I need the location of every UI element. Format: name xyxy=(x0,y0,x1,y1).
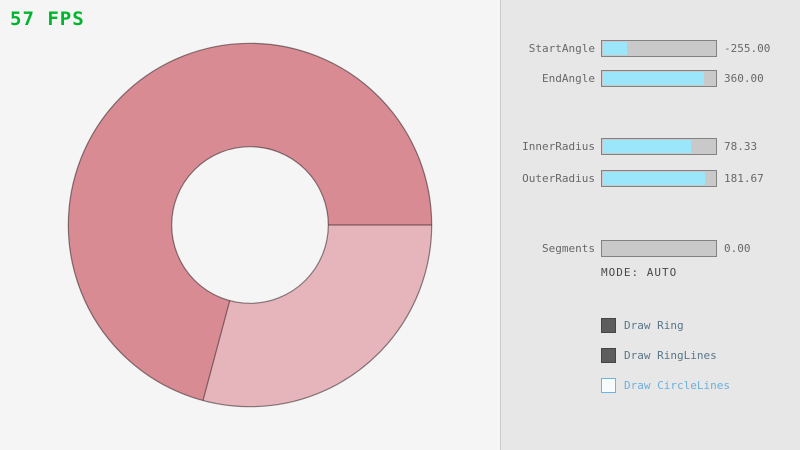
slider-row-outer-radius: OuterRadius 181.67 xyxy=(501,170,800,187)
ring-sector xyxy=(202,225,432,407)
inner-radius-slider[interactable] xyxy=(601,138,717,155)
segments-slider[interactable] xyxy=(601,240,717,257)
slider-fill xyxy=(603,172,705,185)
end-angle-value: 360.00 xyxy=(724,72,764,85)
slider-fill xyxy=(603,140,691,153)
ring-cap-line xyxy=(202,300,231,401)
start-angle-slider[interactable] xyxy=(601,40,717,57)
ring-outline xyxy=(171,146,329,304)
fps-counter: 57 FPS xyxy=(10,8,85,30)
segments-value: 0.00 xyxy=(724,242,751,255)
checkbox-row-draw-ring: Draw Ring xyxy=(601,318,800,334)
draw-circlelines-label: Draw CircleLines xyxy=(624,379,730,392)
slider-row-end-angle: EndAngle 360.00 xyxy=(501,70,800,87)
draw-ring-checkbox[interactable] xyxy=(601,318,616,333)
draw-ringlines-label: Draw RingLines xyxy=(624,349,717,362)
inner-radius-label: InnerRadius xyxy=(522,140,595,153)
end-angle-label: EndAngle xyxy=(542,72,595,85)
draw-circlelines-checkbox[interactable] xyxy=(601,378,616,393)
ring-canvas xyxy=(67,42,433,408)
inner-radius-value: 78.33 xyxy=(724,140,758,153)
start-angle-label: StartAngle xyxy=(528,42,595,55)
draw-ringlines-checkbox[interactable] xyxy=(601,348,616,363)
outer-radius-label: OuterRadius xyxy=(522,172,595,185)
segments-label: Segments xyxy=(542,242,595,255)
start-angle-value: -255.00 xyxy=(724,42,771,55)
outer-radius-value: 181.67 xyxy=(724,172,764,185)
mode-text: MODE: AUTO xyxy=(601,266,678,279)
slider-fill xyxy=(603,72,704,85)
checkbox-row-draw-ringlines: Draw RingLines xyxy=(601,348,800,364)
slider-fill xyxy=(603,42,628,55)
draw-ring-label: Draw Ring xyxy=(624,319,684,332)
checkbox-row-draw-circlelines: Draw CircleLines xyxy=(601,378,800,394)
end-angle-slider[interactable] xyxy=(601,70,717,87)
outer-radius-slider[interactable] xyxy=(601,170,717,187)
controls-panel: StartAngle -255.00 EndAngle 360.00 Inner… xyxy=(500,0,800,450)
slider-row-segments: Segments 0.00 xyxy=(501,240,800,257)
slider-row-start-angle: StartAngle -255.00 xyxy=(501,40,800,57)
ring-sector xyxy=(68,43,432,401)
slider-row-inner-radius: InnerRadius 78.33 xyxy=(501,138,800,155)
